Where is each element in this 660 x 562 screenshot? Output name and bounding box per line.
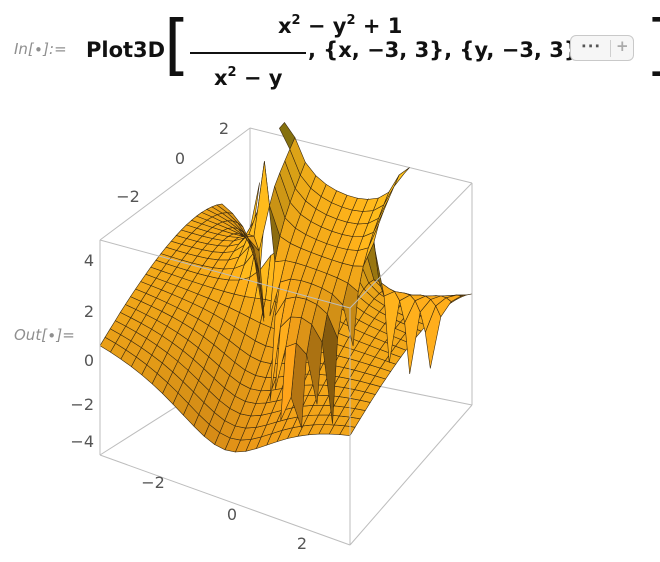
x-tick-label: 0 <box>227 505 237 524</box>
x-tick-label: −2 <box>141 473 165 492</box>
surface-patch <box>393 167 410 187</box>
button-divider <box>610 40 611 57</box>
options-placeholder-button[interactable]: ∙∙∙ + <box>570 35 634 61</box>
bounding-box-front <box>99 182 473 546</box>
surface-patch <box>383 174 400 206</box>
function-name: Plot3D <box>86 38 166 62</box>
ellipsis-icon: ∙∙∙ <box>581 37 602 55</box>
input-cell-label: In[∙]:= <box>14 40 67 58</box>
surface-patch <box>424 305 442 369</box>
fraction-bar <box>190 52 306 54</box>
open-bracket: [ <box>164 6 190 83</box>
z-tick-label: −2 <box>70 395 94 414</box>
output-cell-label: Out[∙]= <box>14 326 75 344</box>
z-tick-label: 2 <box>84 302 94 321</box>
z-tick-label: 4 <box>84 251 94 270</box>
plus-icon: + <box>616 37 629 55</box>
y-tick-label: 0 <box>175 149 185 168</box>
surface-patch <box>279 122 296 150</box>
x-tick-label: 2 <box>297 534 307 553</box>
denominator: x2 − y <box>214 65 283 90</box>
y-tick-label: −2 <box>116 187 140 206</box>
close-bracket: ] <box>646 6 660 83</box>
numerator: x2 − y2 + 1 <box>278 13 403 38</box>
z-tick-label: 0 <box>84 351 94 370</box>
range-arguments: , {x, −3, 3}, {y, −3, 3}, <box>308 38 587 62</box>
surface-patch <box>216 203 234 214</box>
input-expression[interactable]: Plot3D [ x2 − y2 + 1 x2 − y , {x, −3, 3}… <box>86 0 660 100</box>
y-tick-label: 2 <box>219 119 229 138</box>
surface-mesh <box>99 122 473 453</box>
z-tick-label: −4 <box>70 432 94 451</box>
axis-ticks: −2 0 2 −2 0 2 4 2 0 −2 −4 <box>70 119 307 553</box>
